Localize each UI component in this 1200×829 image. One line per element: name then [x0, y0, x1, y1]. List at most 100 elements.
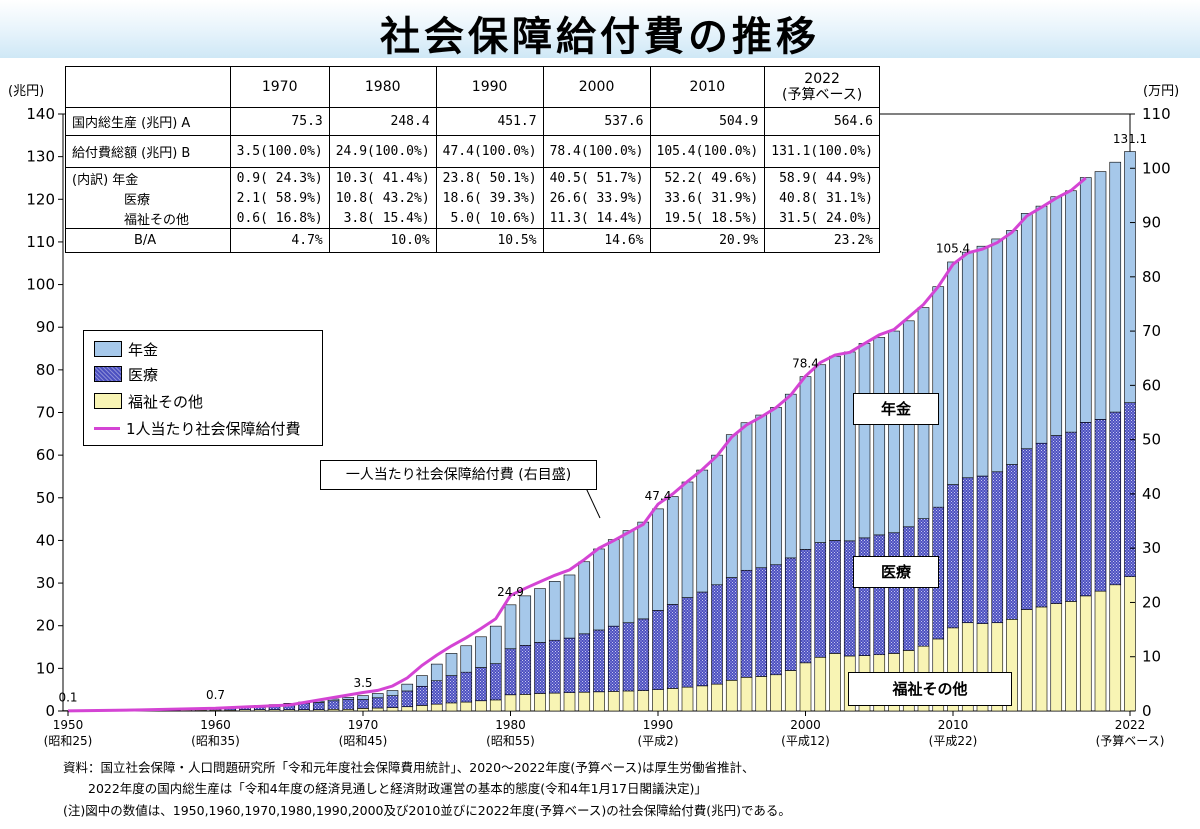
bar-welfare	[1109, 584, 1122, 712]
bar-pension	[652, 508, 664, 611]
table-cell: 23.8( 50.1%)	[435, 167, 544, 188]
source-note-2: 2022年度の国内総生産は「令和4年度の経済見通しと経済財政運営の基本的態度(令…	[88, 781, 707, 796]
bar-pension	[475, 636, 487, 668]
bar-welfare	[1050, 603, 1063, 712]
data-label: 0.7	[206, 688, 225, 702]
bar-welfare	[489, 699, 502, 712]
legend-item-welfare: 福祉その他	[94, 391, 203, 411]
bar-medical	[666, 604, 679, 689]
table-cell: 52.2( 49.6%)	[649, 167, 766, 188]
bar-pension	[696, 469, 709, 593]
bar-pension	[622, 530, 635, 624]
bar-welfare	[652, 689, 664, 712]
bar-medical	[1094, 419, 1107, 592]
data-label: 0.1	[58, 691, 77, 705]
data-label: 105.4	[936, 242, 970, 256]
table-row: 給付費総額 (兆円) B 3.5(100.0%) 24.9(100.0%) 47…	[65, 135, 880, 168]
bar-pension	[460, 645, 473, 673]
bar-pension	[1065, 190, 1077, 433]
bar-pension	[430, 663, 443, 682]
bar-pension	[681, 481, 694, 598]
table-row-label: B/A	[65, 228, 231, 253]
table-header: 2022 (予算ベース)	[764, 66, 880, 108]
bar-pension	[371, 693, 384, 699]
bar-welfare	[681, 686, 694, 712]
bar-welfare	[1094, 590, 1107, 712]
bar-welfare	[622, 690, 635, 712]
table-cell: 537.6	[542, 107, 651, 136]
y-tick-label-left: 110	[26, 233, 55, 251]
bar-welfare	[548, 692, 561, 712]
bar-welfare	[666, 688, 679, 712]
table-cell: 105.4(100.0%)	[649, 135, 766, 168]
table-corner	[65, 66, 231, 108]
bar-medical	[607, 625, 620, 692]
y-tick-label-right: 30	[1142, 539, 1161, 557]
y-tick-label-right: 50	[1142, 431, 1161, 449]
table-header-row: 1970 1980 1990 2000 2010 2022 (予算ベース)	[65, 66, 880, 108]
table-row: 医療 2.1( 58.9%) 10.8( 43.2%) 18.6( 39.3%)…	[65, 188, 880, 208]
bar-welfare	[504, 694, 517, 712]
table-row-label: 医療	[65, 188, 231, 208]
bar-medical	[504, 648, 517, 696]
bar-medical	[888, 532, 900, 654]
bar-medical	[519, 645, 532, 695]
bar-medical	[725, 577, 738, 681]
bar-welfare	[696, 685, 709, 712]
y-tick-label-left: 70	[36, 404, 55, 422]
bar-pension	[548, 581, 561, 641]
table-cell: 24.9(100.0%)	[328, 135, 437, 168]
bar-pension	[519, 595, 532, 646]
bar-pension	[1109, 161, 1122, 413]
x-tick-sublabel: (昭和35)	[191, 734, 240, 748]
bar-pension	[814, 364, 827, 543]
x-tick-label: 1950	[53, 718, 84, 732]
x-tick-sublabel: (予算ベース)	[1096, 733, 1165, 748]
title-band	[0, 0, 1200, 58]
x-tick-sublabel: (昭和45)	[339, 734, 388, 748]
y-tick-label-right: 90	[1142, 214, 1161, 232]
data-label: 47.4	[645, 489, 672, 503]
bar-pension	[770, 407, 782, 566]
bar-pension	[991, 238, 1004, 473]
y-tick-label-left: 140	[26, 105, 55, 123]
bar-medical	[873, 534, 886, 656]
bar-medical	[1124, 402, 1136, 577]
source-note: 資料：国立社会保障・人口問題研究所「令和元年度社会保障費用統計」、2020～20…	[63, 760, 755, 775]
bar-welfare	[799, 662, 812, 712]
bar-pension	[843, 351, 856, 542]
table-cell: 26.6( 33.9%)	[542, 188, 651, 208]
table-cell: 14.6%	[542, 228, 651, 253]
data-label: 131.1	[1113, 132, 1147, 146]
footnote: (注)図中の数値は、1950,1960,1970,1980,1990,2000及…	[63, 803, 791, 818]
table-cell: 4.7%	[229, 228, 330, 253]
bar-welfare	[784, 670, 797, 712]
table-cell: 58.9( 44.9%)	[764, 167, 880, 188]
bar-pension	[342, 697, 355, 700]
chart-title: 社会保障給付費の推移	[380, 14, 820, 60]
y-tick-label-left: 40	[36, 531, 55, 549]
bar-pension	[1006, 230, 1018, 465]
bar-medical	[593, 629, 605, 693]
legend-swatch	[94, 341, 122, 357]
bar-welfare	[740, 677, 753, 712]
bar-pension	[386, 690, 399, 696]
bar-welfare	[386, 707, 399, 712]
table-cell: 5.0( 10.6%)	[435, 208, 544, 229]
bar-medical	[637, 618, 650, 691]
bar-medical	[696, 591, 709, 687]
bar-medical	[430, 680, 443, 705]
y-tick-label-left: 0	[45, 702, 55, 720]
table-cell: 3.5(100.0%)	[229, 135, 330, 168]
bar-welfare	[1065, 601, 1077, 712]
bar-medical	[416, 685, 428, 706]
bar-medical	[902, 526, 915, 651]
bar-pension	[799, 376, 812, 550]
bar-pension	[1079, 177, 1092, 423]
bar-welfare	[357, 708, 369, 712]
table-cell: 33.6( 31.9%)	[649, 188, 766, 208]
bar-welfare	[711, 683, 723, 712]
x-tick-sublabel: (昭和25)	[44, 734, 93, 748]
legend-label: 福祉その他	[128, 392, 204, 411]
table-cell: 19.5( 18.5%)	[649, 208, 766, 229]
